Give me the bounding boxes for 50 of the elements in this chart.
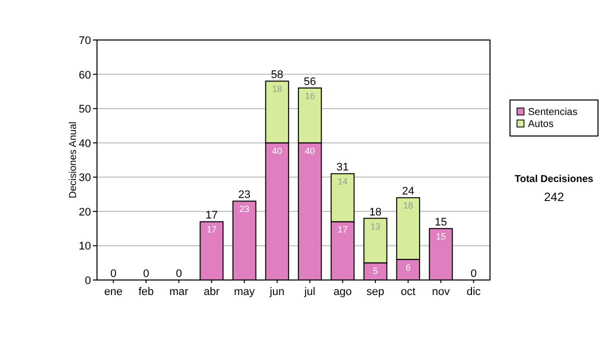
data-label: 18 <box>272 84 282 94</box>
text: Total Decisiones <box>514 174 594 185</box>
total-label: 56 <box>304 76 316 88</box>
total-label: 24 <box>402 186 414 198</box>
x-tick-label: nov <box>432 286 450 298</box>
y-tick-label: 0 <box>84 275 91 287</box>
data-label: 6 <box>406 262 411 272</box>
data-label: 40 <box>272 146 282 156</box>
x-tick-label: feb <box>138 286 154 298</box>
data-label: 40 <box>304 146 315 156</box>
total-label: 31 <box>336 162 349 174</box>
total-label: 17 <box>206 210 218 222</box>
data-label: 23 <box>239 204 250 214</box>
x-tick-label: may <box>234 286 256 298</box>
total-label: 58 <box>271 69 284 82</box>
text: 242 <box>544 190 564 204</box>
x-tick-label: ene <box>104 286 123 298</box>
total-label: 0 <box>110 268 116 280</box>
data-label: 14 <box>338 176 348 187</box>
x-tick-label: ago <box>333 286 352 298</box>
legend-label: Autos <box>528 119 554 130</box>
data-label: 16 <box>304 91 315 101</box>
x-tick-label: abr <box>204 286 220 298</box>
data-label: 17 <box>206 224 217 235</box>
y-tick-label: 70 <box>78 35 91 47</box>
x-tick-label: sep <box>366 286 384 298</box>
y-axis-title: Decisiones Anual <box>68 122 79 198</box>
x-tick-label: jun <box>268 286 284 298</box>
total-label: 23 <box>238 189 250 202</box>
x-tick-label: oct <box>400 286 416 298</box>
data-label: 17 <box>338 224 348 235</box>
data-label: 13 <box>370 221 380 232</box>
x-tick-label: mar <box>169 286 189 298</box>
total-label: 0 <box>470 268 477 280</box>
total-label: 0 <box>143 268 150 280</box>
y-tick-label: 30 <box>78 172 91 184</box>
total-label: 18 <box>369 206 382 218</box>
data-label: 5 <box>372 266 378 276</box>
x-tick-label: dic <box>466 286 482 298</box>
data-label: 15 <box>436 232 446 242</box>
x-tick-label: jul <box>303 286 316 298</box>
y-tick-label: 60 <box>78 69 91 82</box>
y-tick-label: 40 <box>78 138 91 150</box>
total-label: 15 <box>434 216 447 229</box>
y-tick-label: 10 <box>78 240 91 253</box>
legend-label: Sentencias <box>528 107 578 118</box>
y-tick-label: 20 <box>78 206 91 218</box>
data-label: 18 <box>403 200 414 211</box>
y-tick-label: 50 <box>78 104 91 116</box>
total-label: 0 <box>176 268 182 280</box>
